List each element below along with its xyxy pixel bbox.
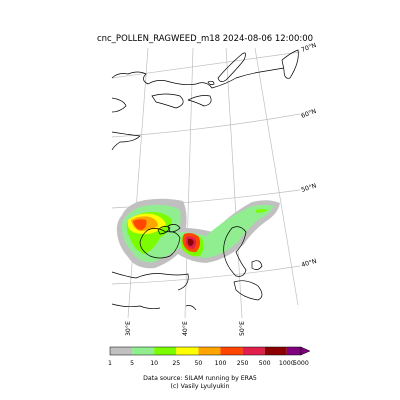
kola-peninsula [151, 93, 184, 109]
longitude-labels: 30°E 40°E 50°E [124, 321, 246, 336]
colorbar-tick-label: 10 [150, 360, 159, 367]
arctic-coast [111, 67, 285, 89]
lat-label-70: 70°N [300, 41, 318, 54]
persian-gulf-coast [233, 280, 263, 301]
latitude-labels: 70°N 60°N 50°N 40°N [300, 41, 318, 269]
lon-label-40: 40°E [181, 321, 189, 336]
crimea [157, 226, 171, 235]
colorbar-segment [198, 347, 221, 355]
concentration-band-6 [133, 219, 147, 230]
concentration-band-8 [187, 238, 194, 246]
colorbar-tick-label: 250 [236, 360, 249, 367]
colorbar-tick-label: 5 [130, 360, 135, 367]
colorbar-extend-arrow [300, 346, 311, 356]
colorbar-tick-label: 500 [258, 360, 271, 367]
colorbar-tick-label: 100 [214, 360, 227, 367]
caspian-sea [223, 226, 247, 277]
colorbar-tick-label: 5000 [293, 360, 309, 367]
map-title: cnc_POLLEN_RAGWEED_m18 2024-08-06 12:00:… [96, 34, 314, 44]
colorbar-segment [220, 347, 243, 355]
colorbar-tick-label: 1000 [278, 360, 295, 367]
severny-island [281, 49, 299, 79]
mediterranean-coast [111, 303, 161, 310]
author-credit-text: (c) Vasily Lyulyukin [170, 383, 230, 390]
anatolia-coast [111, 271, 189, 291]
colorbar-tick-label: 25 [172, 360, 181, 367]
white-sea-coast [187, 95, 212, 107]
small-island [207, 80, 215, 86]
colorbar-segment [264, 347, 287, 355]
colorbar-segment [176, 347, 199, 355]
colorbar-tick-label: 50 [194, 360, 203, 367]
colorbar-segment [286, 347, 301, 355]
red-sea-coast [185, 305, 197, 311]
colorbar-segment [242, 347, 265, 355]
lon-label-50: 50°E [238, 321, 246, 336]
baltic-coast [111, 97, 127, 113]
aral-sea [251, 260, 263, 270]
lat-label-50: 50°N [300, 181, 318, 194]
colorbar-frame [109, 346, 302, 356]
lon-label-30: 30°E [124, 321, 132, 336]
concentration-band-3c [255, 209, 268, 213]
colorbar [109, 346, 311, 356]
ragweed-concentration-field [116, 198, 280, 269]
colorbar-segment [132, 347, 155, 355]
sea-of-azov [167, 224, 181, 233]
colorbar-tick-label: 1 [108, 360, 112, 367]
lat-label-40: 40°N [300, 257, 318, 269]
lat-label-60: 60°N [300, 107, 318, 120]
gulf-coast [111, 131, 141, 151]
data-source-text: Data source: SILAM running by ERA5 [143, 375, 257, 382]
colorbar-segment [154, 347, 177, 355]
novaya-zemlya [217, 52, 246, 82]
coastlines [111, 49, 299, 311]
colorbar-segment [110, 347, 133, 355]
longitude-lines [127, 47, 299, 319]
